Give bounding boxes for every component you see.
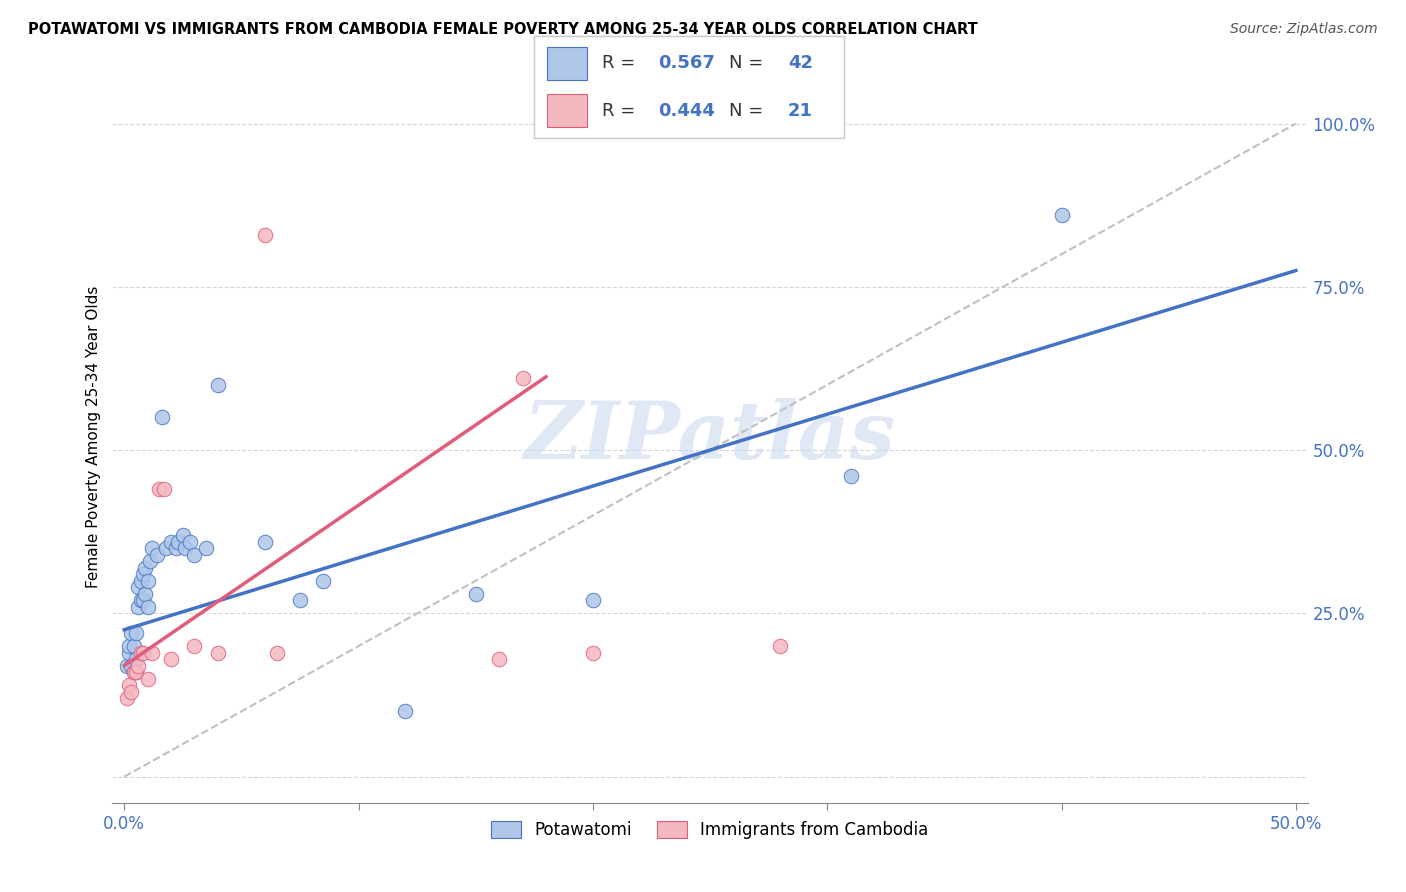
Text: R =: R =: [602, 54, 641, 72]
Point: [134, 587, 156, 601]
Text: N =: N =: [730, 102, 769, 120]
Point: [125, 626, 148, 640]
Point: [127, 658, 149, 673]
Point: [120, 626, 142, 640]
Point: [769, 639, 792, 653]
Point: [127, 599, 149, 614]
Point: [125, 665, 148, 680]
Point: [136, 672, 159, 686]
Point: [582, 593, 605, 607]
Point: [118, 678, 141, 692]
Point: [167, 534, 190, 549]
Point: [136, 574, 159, 588]
Point: [253, 534, 276, 549]
Point: [839, 469, 862, 483]
Point: [129, 593, 152, 607]
Point: [155, 541, 177, 555]
Point: [512, 371, 534, 385]
Point: [122, 639, 145, 653]
Point: [464, 587, 486, 601]
Point: [115, 658, 138, 673]
Point: [1050, 208, 1073, 222]
Point: [118, 639, 141, 653]
Point: [207, 377, 229, 392]
Point: [195, 541, 218, 555]
Point: [141, 646, 163, 660]
Point: [148, 483, 170, 497]
Point: [120, 658, 142, 673]
FancyBboxPatch shape: [547, 95, 586, 127]
Point: [153, 483, 176, 497]
Text: Source: ZipAtlas.com: Source: ZipAtlas.com: [1230, 22, 1378, 37]
Point: [139, 554, 162, 568]
Point: [266, 646, 288, 660]
Point: [129, 574, 152, 588]
Point: [132, 567, 155, 582]
Point: [160, 534, 183, 549]
Point: [179, 534, 201, 549]
Point: [394, 705, 416, 719]
Text: 21: 21: [787, 102, 813, 120]
Point: [122, 665, 145, 680]
Point: [141, 541, 163, 555]
Point: [312, 574, 335, 588]
Point: [582, 646, 605, 660]
Point: [253, 227, 276, 242]
Point: [136, 599, 159, 614]
Point: [129, 646, 152, 660]
Point: [288, 593, 311, 607]
Point: [165, 541, 187, 555]
Point: [122, 665, 145, 680]
Legend: Potawatomi, Immigrants from Cambodia: Potawatomi, Immigrants from Cambodia: [485, 814, 935, 846]
Point: [160, 652, 183, 666]
Y-axis label: Female Poverty Among 25-34 Year Olds: Female Poverty Among 25-34 Year Olds: [86, 286, 101, 588]
Point: [125, 652, 148, 666]
Text: 0.444: 0.444: [658, 102, 714, 120]
Point: [207, 646, 229, 660]
FancyBboxPatch shape: [547, 47, 586, 79]
Point: [172, 528, 194, 542]
Point: [125, 665, 148, 680]
Point: [174, 541, 197, 555]
Point: [488, 652, 510, 666]
Text: 0.567: 0.567: [658, 54, 714, 72]
Point: [118, 646, 141, 660]
Point: [150, 410, 173, 425]
Text: ZIPatlas: ZIPatlas: [524, 399, 896, 475]
Point: [120, 685, 142, 699]
Point: [127, 580, 149, 594]
Point: [134, 560, 156, 574]
Point: [132, 593, 155, 607]
Text: N =: N =: [730, 54, 769, 72]
Text: R =: R =: [602, 102, 641, 120]
Text: POTAWATOMI VS IMMIGRANTS FROM CAMBODIA FEMALE POVERTY AMONG 25-34 YEAR OLDS CORR: POTAWATOMI VS IMMIGRANTS FROM CAMBODIA F…: [28, 22, 977, 37]
Point: [183, 639, 205, 653]
Text: 42: 42: [787, 54, 813, 72]
Point: [132, 646, 155, 660]
Point: [115, 691, 138, 706]
Point: [183, 548, 205, 562]
Point: [146, 548, 169, 562]
